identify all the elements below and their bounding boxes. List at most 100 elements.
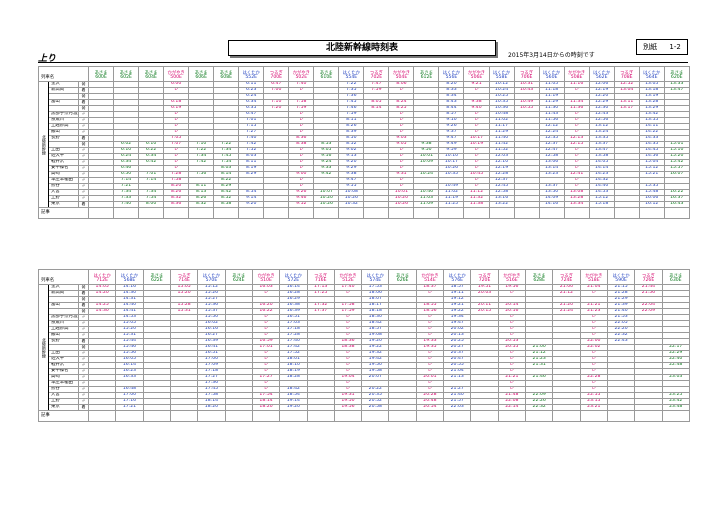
service-name: かがやき bbox=[257, 274, 275, 280]
train-number: 602E bbox=[120, 75, 132, 81]
service-name: つるぎ bbox=[177, 274, 191, 280]
remarks-cell bbox=[138, 207, 165, 219]
train-header-cell: つるぎ 700E bbox=[263, 66, 290, 82]
remarks-cell bbox=[488, 207, 515, 219]
remarks-label: 記事 bbox=[37, 207, 90, 219]
remarks-cell bbox=[188, 207, 215, 219]
service-name: あさま bbox=[219, 71, 233, 77]
train-number: 564E bbox=[645, 75, 658, 81]
train-number: 626E bbox=[396, 278, 409, 284]
train-number: 620E bbox=[670, 75, 683, 81]
service-name: かがやき bbox=[585, 274, 603, 280]
remarks-cell bbox=[363, 207, 390, 219]
sheet-number: 1-2 bbox=[669, 43, 681, 51]
train-number: 510E bbox=[260, 278, 272, 284]
table-row: 糸魚川〃レ 7:01 レ 8:11 レ 9:10 レ 11:02 11:56 レ 12:56 13:5… bbox=[39, 117, 690, 124]
page-title: 北陸新幹線時刻表 bbox=[228, 40, 496, 56]
train-header-cell: つるぎ 702E bbox=[363, 66, 390, 82]
remarks-cell bbox=[663, 207, 690, 219]
train-header-cell: はくたか 558E bbox=[488, 66, 515, 82]
service-name: かがやき bbox=[568, 71, 586, 77]
service-name: あさま bbox=[396, 274, 410, 280]
service-name: あさま bbox=[119, 71, 133, 77]
remarks-cell bbox=[606, 410, 636, 422]
remarks-cell bbox=[115, 410, 144, 422]
service-name: かがやき bbox=[292, 71, 310, 77]
train-header-cell: はくたか 570E bbox=[197, 269, 226, 285]
table-row: 富山着 6:18 6:34 7:10 7:58 7:45 8:05 8:24 8:43 9:38 1… bbox=[39, 99, 690, 106]
train-header-cell: つるぎ 706E bbox=[513, 66, 540, 82]
direction-label: 上り bbox=[38, 54, 57, 64]
train-header-cell: はくたか 554E bbox=[338, 66, 365, 82]
service-name: はくたか bbox=[120, 274, 139, 280]
train-header-cell: かがやき 518E bbox=[579, 269, 608, 285]
train-number: 558E bbox=[495, 75, 508, 81]
train-number: 628E bbox=[533, 278, 545, 284]
train-header-cell: かがやき 512E bbox=[333, 269, 363, 285]
train-number: 508E bbox=[570, 75, 583, 81]
remarks-cell bbox=[634, 410, 663, 422]
train-header-cell: あさま 612E bbox=[413, 66, 440, 82]
train-number: 624E bbox=[232, 278, 245, 284]
remarks-cell bbox=[470, 410, 499, 422]
table-row: 軽井沢〃 6:34 6:42 レ 7:42 7:54 8:11 レ 9:24 9:20 レ 10:09… bbox=[39, 159, 690, 166]
train-header-cell: あさま 624E bbox=[224, 269, 253, 285]
train-number: 512E bbox=[342, 278, 354, 284]
train-number: 630E bbox=[669, 278, 682, 284]
service-name: つるぎ bbox=[520, 71, 533, 77]
remarks-cell bbox=[224, 410, 253, 422]
service-name: つるぎ bbox=[641, 274, 655, 280]
remarks-cell bbox=[661, 410, 690, 422]
remarks-cell bbox=[563, 207, 590, 219]
remarks-cell bbox=[513, 207, 540, 219]
train-number: 574E bbox=[369, 278, 382, 284]
train-header-cell: はくたか 576E bbox=[443, 269, 472, 285]
remarks-cell bbox=[238, 207, 265, 219]
timetable-lower: 列車名 はくたか 712E はくたか 568E あさま 622E つるぎ 714E はくたか 570… bbox=[37, 269, 690, 422]
train-number: 506E bbox=[470, 75, 483, 81]
train-number: 570E bbox=[205, 278, 218, 284]
remarks-cell bbox=[263, 207, 290, 219]
service-name: つるぎ bbox=[560, 274, 573, 280]
service-name: はくたか bbox=[442, 71, 461, 77]
train-header-cell: あさま 620E bbox=[663, 66, 690, 82]
remarks-cell bbox=[579, 410, 608, 422]
service-name: はくたか bbox=[543, 71, 561, 77]
remarks-cell bbox=[333, 410, 363, 422]
train-number: 556E bbox=[445, 75, 458, 81]
train-header-cell: かがやき 508E bbox=[563, 66, 590, 82]
service-name: つるぎ bbox=[369, 71, 383, 77]
line-name-cell: 北陸新幹線 bbox=[38, 284, 49, 411]
remarks-cell bbox=[388, 410, 417, 422]
train-number: 606E bbox=[195, 75, 207, 81]
train-header-cell: つるぎ 708E bbox=[613, 66, 640, 82]
train-number: 504E bbox=[395, 75, 408, 81]
train-number: 610E bbox=[320, 75, 333, 81]
service-name: あさま bbox=[194, 71, 208, 77]
train-number: 562E bbox=[595, 75, 608, 81]
train-number: 576E bbox=[451, 278, 464, 284]
train-number: 724E bbox=[560, 278, 573, 284]
train-header-cell: はくたか 560E bbox=[538, 66, 565, 82]
train-header-cell: あさま 630E bbox=[661, 269, 690, 285]
train-number: 708E bbox=[620, 75, 633, 81]
service-name: かがやき bbox=[339, 274, 357, 280]
service-name: かがやき bbox=[467, 71, 486, 77]
remarks-cell bbox=[197, 410, 226, 422]
train-header-cell: はくたか 568E bbox=[115, 269, 144, 285]
remarks-cell bbox=[638, 207, 665, 219]
service-name: はくたか bbox=[284, 274, 302, 280]
train-header-cell: あさま 622E bbox=[142, 269, 171, 285]
train-number: 714E bbox=[178, 278, 190, 284]
train-header-cell: あさま 600E bbox=[88, 66, 115, 82]
train-number: 514E bbox=[424, 278, 436, 284]
service-name: かがやき bbox=[421, 274, 439, 280]
service-name: つるぎ bbox=[620, 71, 634, 77]
service-name: つるぎ bbox=[314, 274, 328, 280]
train-header-cell: あさま 610E bbox=[313, 66, 340, 82]
train-header-cell: はくたか 564E bbox=[638, 66, 665, 82]
service-name: かがやき bbox=[167, 71, 185, 77]
station-name: 黒部宇奈月温泉 bbox=[48, 111, 79, 118]
remarks-cell bbox=[306, 410, 335, 422]
train-header-cell: かがやき 506E bbox=[463, 66, 490, 82]
